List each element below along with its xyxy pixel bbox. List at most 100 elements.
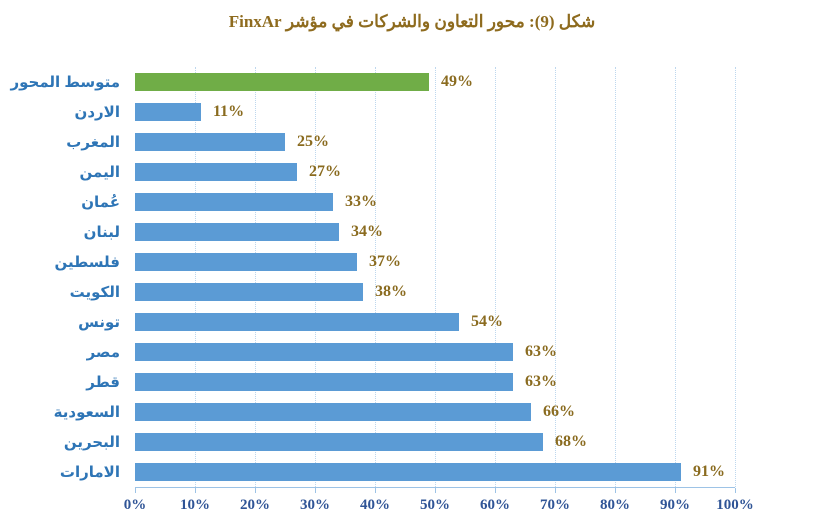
- gridlines: [135, 67, 736, 487]
- country-bar: [135, 433, 543, 451]
- value-label: 54%: [471, 313, 503, 330]
- category-label: السعودية: [53, 404, 120, 421]
- value-label: 37%: [369, 253, 401, 270]
- category-label: تونس: [78, 314, 120, 331]
- category-label: عُمان: [81, 194, 120, 211]
- gridline: [375, 67, 376, 487]
- value-label: 66%: [543, 403, 575, 420]
- axis-tick: [615, 488, 616, 493]
- gridline: [615, 67, 616, 487]
- average-bar: [135, 73, 429, 91]
- country-bar: [135, 313, 459, 331]
- axis-tick: [495, 488, 496, 493]
- axis-tick: [255, 488, 256, 493]
- country-bar: [135, 463, 681, 481]
- chart-title: شكل (9): محور التعاون والشركات في مؤشر F…: [228, 12, 596, 31]
- axis-tick-label: 0%: [123, 497, 147, 513]
- gridline: [495, 67, 496, 487]
- bar-track: 37%: [135, 253, 735, 271]
- value-label: 91%: [693, 463, 725, 480]
- chart-row: السعودية 66%: [0, 397, 824, 427]
- value-label: 49%: [441, 73, 473, 90]
- axis-tick-label: 60%: [480, 497, 510, 513]
- gridline: [195, 67, 196, 487]
- axis-tick: [375, 488, 376, 493]
- axis-tick-label: 100%: [716, 497, 754, 513]
- gridline: [675, 67, 676, 487]
- bar-track: 91%: [135, 463, 735, 481]
- value-label: 63%: [525, 343, 557, 360]
- axis-tick-label: 30%: [300, 497, 330, 513]
- country-bar: [135, 283, 363, 301]
- axis-tick-label: 40%: [360, 497, 390, 513]
- bar-track: 11%: [135, 103, 735, 121]
- country-bar: [135, 103, 201, 121]
- bar-track: 33%: [135, 193, 735, 211]
- chart-row: الامارات 91%: [0, 457, 824, 487]
- chart-row: متوسط المحور 49%: [0, 67, 824, 97]
- axis-tick-label: 70%: [540, 497, 570, 513]
- category-label: الاردن: [74, 104, 120, 121]
- gridline: [555, 67, 556, 487]
- axis-tick-label: 50%: [420, 497, 450, 513]
- country-bar: [135, 373, 513, 391]
- chart-row: تونس 54%: [0, 307, 824, 337]
- x-axis: 0% 10% 20% 30% 40% 50% 60% 70% 80% 90% 100%: [124, 487, 754, 518]
- chart-row: مصر 63%: [0, 337, 824, 367]
- axis-tick-label: 90%: [660, 497, 690, 513]
- value-label: 33%: [345, 193, 377, 210]
- chart-row: عُمان 33%: [0, 187, 824, 217]
- gridline: [255, 67, 256, 487]
- chart-row: قطر 63%: [0, 367, 824, 397]
- category-label: فلسطين: [54, 254, 120, 271]
- value-label: 27%: [309, 163, 341, 180]
- country-bar: [135, 223, 339, 241]
- bar-track: 27%: [135, 163, 735, 181]
- value-label: 34%: [351, 223, 383, 240]
- country-bar: [135, 163, 297, 181]
- chart-rows: متوسط المحور 49% الاردن 11% المغرب 25% اليمن 27…: [0, 67, 824, 487]
- axis-tick-label: 10%: [180, 497, 210, 513]
- category-label: اليمن: [79, 164, 120, 181]
- axis-tick: [675, 488, 676, 493]
- bar-track: 38%: [135, 283, 735, 301]
- category-label: متوسط المحور: [10, 74, 120, 91]
- bar-track: 66%: [135, 403, 735, 421]
- value-label: 25%: [297, 133, 329, 150]
- value-label: 38%: [375, 283, 407, 300]
- axis-tick: [315, 488, 316, 493]
- country-bar: [135, 403, 531, 421]
- category-label: الكويت: [69, 284, 120, 301]
- bar-chart: متوسط المحور 49% الاردن 11% المغرب 25% اليمن 27…: [0, 67, 824, 487]
- chart-row: البحرين 68%: [0, 427, 824, 457]
- category-label: قطر: [86, 374, 120, 391]
- country-bar: [135, 133, 285, 151]
- bar-track: 34%: [135, 223, 735, 241]
- chart-row: المغرب 25%: [0, 127, 824, 157]
- category-label: المغرب: [66, 134, 120, 151]
- bar-track: 68%: [135, 433, 735, 451]
- gridline: [735, 67, 736, 487]
- axis-tick: [555, 488, 556, 493]
- bar-track: 25%: [135, 133, 735, 151]
- axis-tick: [735, 488, 736, 493]
- gridline: [315, 67, 316, 487]
- category-label: لبنان: [83, 224, 120, 241]
- bar-track: 49%: [135, 73, 735, 91]
- chart-row: الاردن 11%: [0, 97, 824, 127]
- bar-track: 54%: [135, 313, 735, 331]
- axis-tick-label: 80%: [600, 497, 630, 513]
- value-label: 63%: [525, 373, 557, 390]
- axis-tick: [195, 488, 196, 493]
- chart-row: لبنان 34%: [0, 217, 824, 247]
- bar-track: 63%: [135, 343, 735, 361]
- value-label: 68%: [555, 433, 587, 450]
- value-label: 11%: [213, 103, 245, 120]
- gridline: [435, 67, 436, 487]
- bar-track: 63%: [135, 373, 735, 391]
- category-label: الامارات: [59, 464, 120, 481]
- axis-tick: [135, 488, 136, 493]
- country-bar: [135, 253, 357, 271]
- category-label: البحرين: [63, 434, 120, 451]
- axis-tick: [435, 488, 436, 493]
